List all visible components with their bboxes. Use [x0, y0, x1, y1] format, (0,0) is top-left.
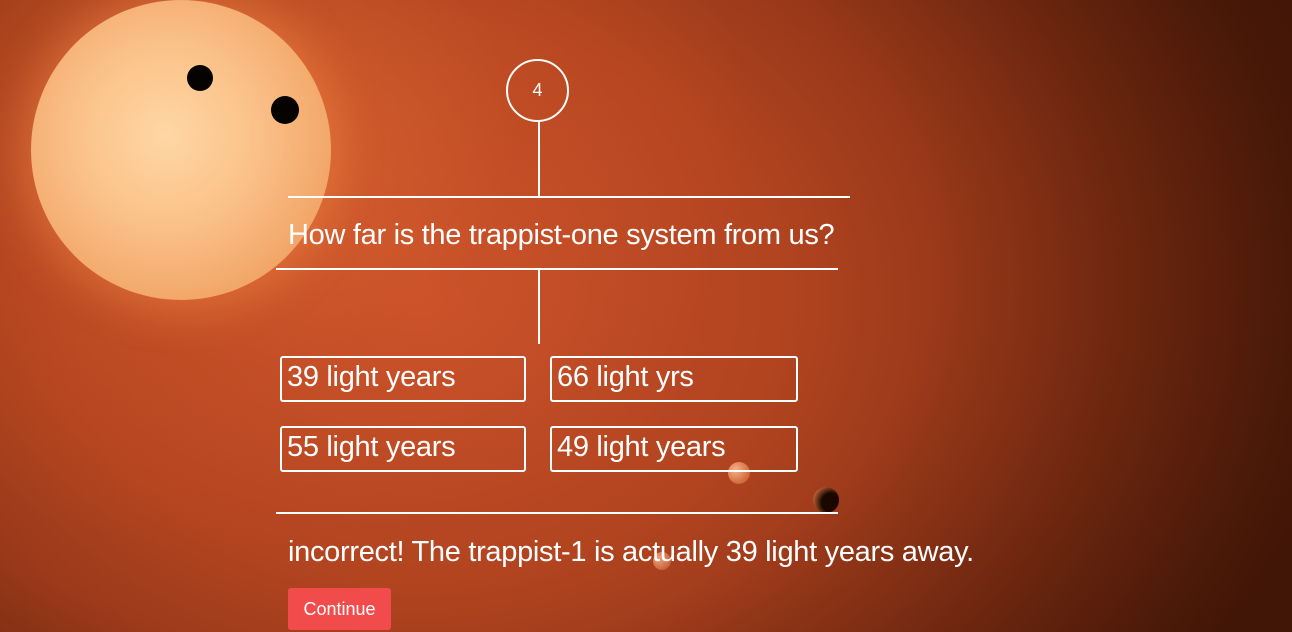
transiting-planet-a — [187, 65, 213, 91]
answer-option-label: 49 light years — [557, 431, 726, 463]
question-divider-bottom — [276, 268, 838, 270]
answer-option-label: 66 light yrs — [557, 361, 694, 393]
answer-option-label: 39 light years — [287, 361, 456, 393]
planet-image-2 — [813, 487, 839, 513]
answer-option-label: 55 light years — [287, 431, 456, 463]
step-number: 4 — [532, 80, 543, 100]
continue-button[interactable]: Continue — [288, 588, 391, 630]
answer-option-66-light-yrs[interactable]: 66 light yrs — [550, 356, 798, 402]
feedback-divider — [276, 512, 838, 514]
feedback-message: incorrect! The trappist-1 is actually 39… — [288, 536, 974, 568]
planet-image-3 — [653, 552, 671, 570]
planet-image-1 — [728, 462, 750, 484]
answer-option-55-light-years[interactable]: 55 light years — [280, 426, 526, 472]
star-image — [31, 0, 331, 300]
answer-option-39-light-years[interactable]: 39 light years — [280, 356, 526, 402]
question-divider-top — [288, 196, 850, 198]
step-number-badge: 4 — [506, 59, 569, 122]
transiting-planet-b — [271, 96, 299, 124]
timeline-connector-bottom — [538, 269, 540, 344]
question-text: How far is the trappist-one system from … — [288, 219, 835, 251]
timeline-connector-top — [538, 121, 540, 197]
answer-option-49-light-years[interactable]: 49 light years — [550, 426, 798, 472]
